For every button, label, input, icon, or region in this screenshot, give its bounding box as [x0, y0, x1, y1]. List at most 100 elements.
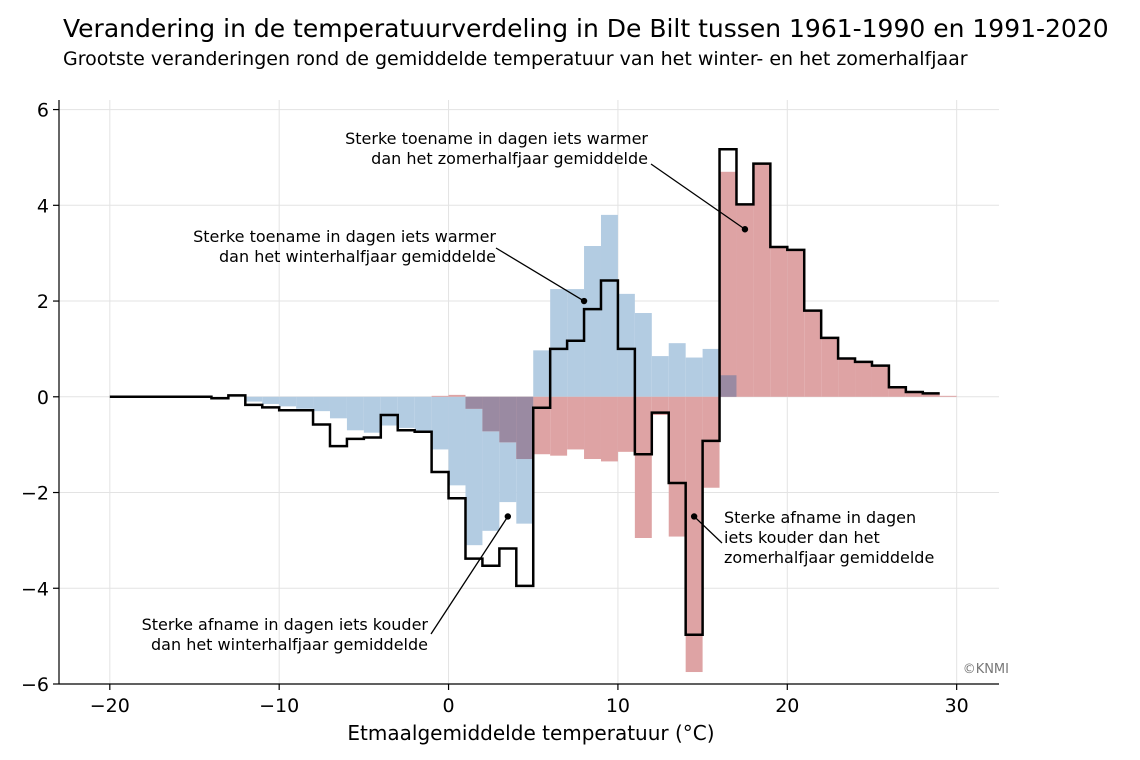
summer-bar [719, 171, 737, 397]
x-tick-label: 30 [945, 695, 969, 717]
annotation-arrow [693, 515, 723, 544]
overlap-bar [465, 396, 483, 409]
annotation-line: dan het zomerhalfjaar gemiddelde [371, 149, 648, 168]
winter-bar [380, 396, 398, 426]
winter-bar [685, 357, 703, 397]
annotation: Sterke afname in dagen iets kouder dan he… [690, 508, 934, 567]
annotation-line: Sterke toename in dagen iets warmer [345, 129, 648, 148]
knmi-credit: ©KNMI [963, 662, 1009, 677]
total-change-step-line [109, 148, 940, 636]
winter-bar [245, 396, 263, 402]
winter-bar [584, 246, 601, 397]
summer-bar [550, 396, 568, 456]
y-tick-label: 4 [37, 195, 49, 217]
annotation-arrow [430, 516, 509, 635]
y-tick-label: 0 [37, 387, 49, 409]
winter-bar [617, 293, 635, 397]
overlap-bar [516, 396, 534, 460]
y-tick-label: 2 [37, 291, 49, 313]
x-tick-label: −20 [90, 695, 130, 717]
summer-bar [922, 393, 940, 397]
summer-bar [600, 396, 618, 462]
winter-bar [397, 396, 415, 428]
winter-bar [448, 396, 466, 486]
winter-bar [567, 289, 585, 397]
x-tick-label: 20 [775, 695, 799, 717]
winter-bar [363, 396, 381, 433]
summer-bar [533, 396, 551, 455]
annotation-line: zomerhalfjaar gemiddelde [724, 548, 934, 567]
summer-bars [431, 163, 957, 673]
annotation-line: Sterke afname in dagen [724, 508, 916, 527]
annotation-text: Sterke afname in dagen iets kouder dan he… [724, 508, 934, 567]
summer-bar [804, 310, 822, 397]
overlap-bar [482, 396, 500, 432]
x-axis-label: Etmaalgemiddelde temperatuur (°C) [347, 721, 714, 745]
y-tick-label: −2 [21, 483, 49, 505]
summer-bar [787, 249, 805, 397]
overlap-bars [465, 375, 737, 460]
winter-bar [279, 396, 297, 407]
annotation-line: iets kouder dan het [724, 528, 880, 547]
summer-bar [888, 387, 906, 397]
x-tick-label: 10 [606, 695, 630, 717]
winter-bar [533, 350, 551, 397]
x-tick-label: −10 [259, 695, 299, 717]
winter-bar [634, 313, 652, 397]
winter-bar [414, 396, 432, 433]
total-change-line [109, 148, 940, 636]
winter-bar [346, 396, 364, 431]
overlap-bar [499, 396, 517, 443]
winter-bar [296, 396, 314, 409]
summer-bar [651, 396, 669, 415]
winter-bar [313, 396, 330, 412]
annotation-line: Sterke toename in dagen iets warmer [193, 227, 496, 246]
annotations: Sterke toename in dagen iets warmer dan h… [142, 129, 935, 654]
summer-bar [939, 395, 957, 397]
x-tick-label: 0 [443, 695, 455, 717]
summer-bar [584, 396, 601, 460]
summer-bar [567, 396, 585, 450]
summer-bar [821, 337, 839, 397]
winter-bar [329, 396, 347, 419]
summer-bar [431, 395, 449, 397]
annotation-text: Sterke toename in dagen iets warmer dan h… [345, 129, 648, 168]
summer-bar [617, 396, 635, 452]
winter-bar [600, 214, 618, 397]
annotation-point [580, 297, 588, 305]
summer-bar [668, 396, 686, 537]
annotation-point [504, 513, 512, 520]
winter-bar [431, 396, 449, 450]
y-tick-label: −6 [21, 674, 49, 696]
summer-bar [634, 396, 652, 538]
winter-bar [702, 348, 720, 397]
y-tick-label: 6 [37, 100, 49, 122]
winter-bar [262, 396, 280, 404]
summer-bar [838, 358, 856, 397]
winter-bar [465, 396, 483, 546]
annotation-line: dan het winterhalfjaar gemiddelde [151, 635, 428, 654]
y-tick-label: −4 [21, 578, 49, 600]
summer-bar [685, 396, 703, 673]
overlap-bar [719, 375, 737, 397]
annotation: Sterke toename in dagen iets warmer dan h… [345, 129, 749, 233]
summer-bar [855, 361, 872, 397]
summer-bar [770, 246, 788, 397]
annotation: Sterke toename in dagen iets warmer dan h… [193, 227, 588, 305]
annotation-arrow [495, 247, 585, 302]
winter-bar [550, 289, 568, 397]
annotation-text: Sterke afname in dagen iets kouder dan he… [142, 615, 429, 654]
chart-title: Verandering in de temperatuurverdeling i… [63, 14, 1109, 43]
winter-bar [651, 356, 669, 397]
summer-bar [702, 396, 720, 488]
summer-bar [871, 365, 889, 397]
annotation-text: Sterke toename in dagen iets warmer dan h… [193, 227, 496, 266]
summer-bar [448, 394, 466, 397]
summer-bar [905, 391, 923, 397]
annotation-point [741, 226, 749, 233]
annotation-line: dan het winterhalfjaar gemiddelde [219, 247, 496, 266]
annotation-line: Sterke afname in dagen iets kouder [142, 615, 429, 634]
chart-subtitle: Grootste veranderingen rond de gemiddeld… [63, 48, 968, 70]
